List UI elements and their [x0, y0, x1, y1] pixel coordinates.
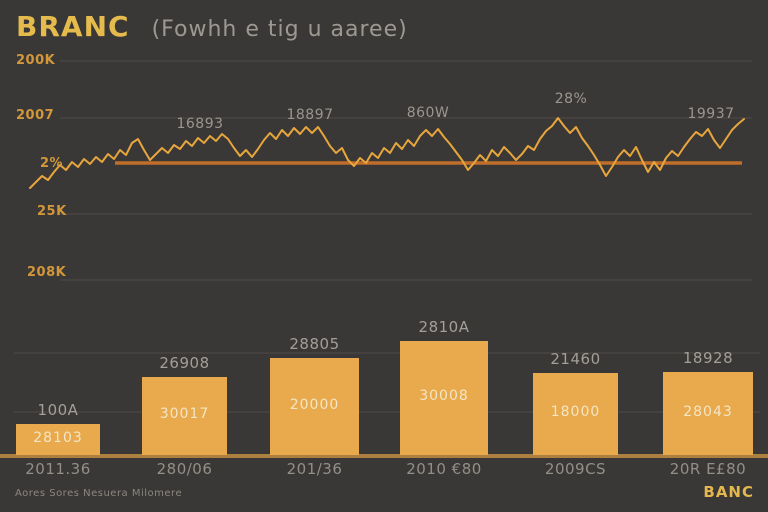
- line-point-label: 18897: [286, 107, 334, 123]
- bar[interactable]: [16, 424, 100, 455]
- x-axis-tick: 2009CS: [544, 460, 607, 478]
- bar[interactable]: [533, 373, 618, 455]
- bar-inner-label: 30017: [159, 406, 210, 422]
- page-subtitle: (Fowhh e tig u aaree): [151, 17, 408, 42]
- x-axis-tick: 2010 €80: [406, 460, 482, 478]
- bar-inner-label: 20000: [289, 396, 340, 413]
- y-axis-tick: 2007: [16, 108, 55, 123]
- page-title: BRANC: [16, 10, 130, 43]
- x-axis-tick: 2011.36: [25, 460, 91, 478]
- bar-inner-label: 30008: [419, 388, 469, 404]
- bar-axis-line: [0, 454, 768, 458]
- line-point-label: 860W: [406, 105, 450, 121]
- bar-inner-label: 28103: [33, 429, 83, 446]
- bar[interactable]: [142, 377, 227, 455]
- bar-inner-label: 28043: [683, 403, 733, 420]
- line-point-label: 16893: [176, 116, 224, 132]
- x-axis-tick: 201/36: [286, 460, 343, 478]
- price-line-series[interactable]: [29, 117, 745, 189]
- line-point-label: 19937: [687, 106, 735, 122]
- bar-value-label: 100A: [37, 401, 79, 419]
- x-axis-tick: 280/06: [156, 460, 213, 478]
- line-point-label: 28%: [554, 91, 588, 107]
- bar-value-label: 21460: [550, 350, 601, 368]
- footer-brand-logo: BANC: [703, 483, 754, 501]
- y-axis-tick: 2%: [40, 156, 64, 171]
- bar-value-label: 26908: [159, 354, 210, 372]
- footer-note: Aores Sores Nesuera Milomere: [15, 488, 183, 499]
- bar[interactable]: [400, 341, 488, 455]
- y-axis-tick: 25K: [37, 204, 67, 219]
- bar-inner-label: 18000: [550, 404, 601, 420]
- bar-value-label: 28805: [289, 335, 340, 353]
- bar[interactable]: [270, 358, 359, 455]
- y-axis-tick: 200K: [16, 53, 56, 68]
- header: BRANC (Fowhh e tig u aaree): [16, 10, 408, 43]
- bar-value-label: 18928: [682, 349, 734, 367]
- bar-value-label: 2810A: [418, 318, 470, 336]
- bar[interactable]: [663, 372, 753, 455]
- x-axis-tick: 20R E£80: [669, 460, 747, 478]
- y-axis-tick: 208K: [27, 265, 67, 280]
